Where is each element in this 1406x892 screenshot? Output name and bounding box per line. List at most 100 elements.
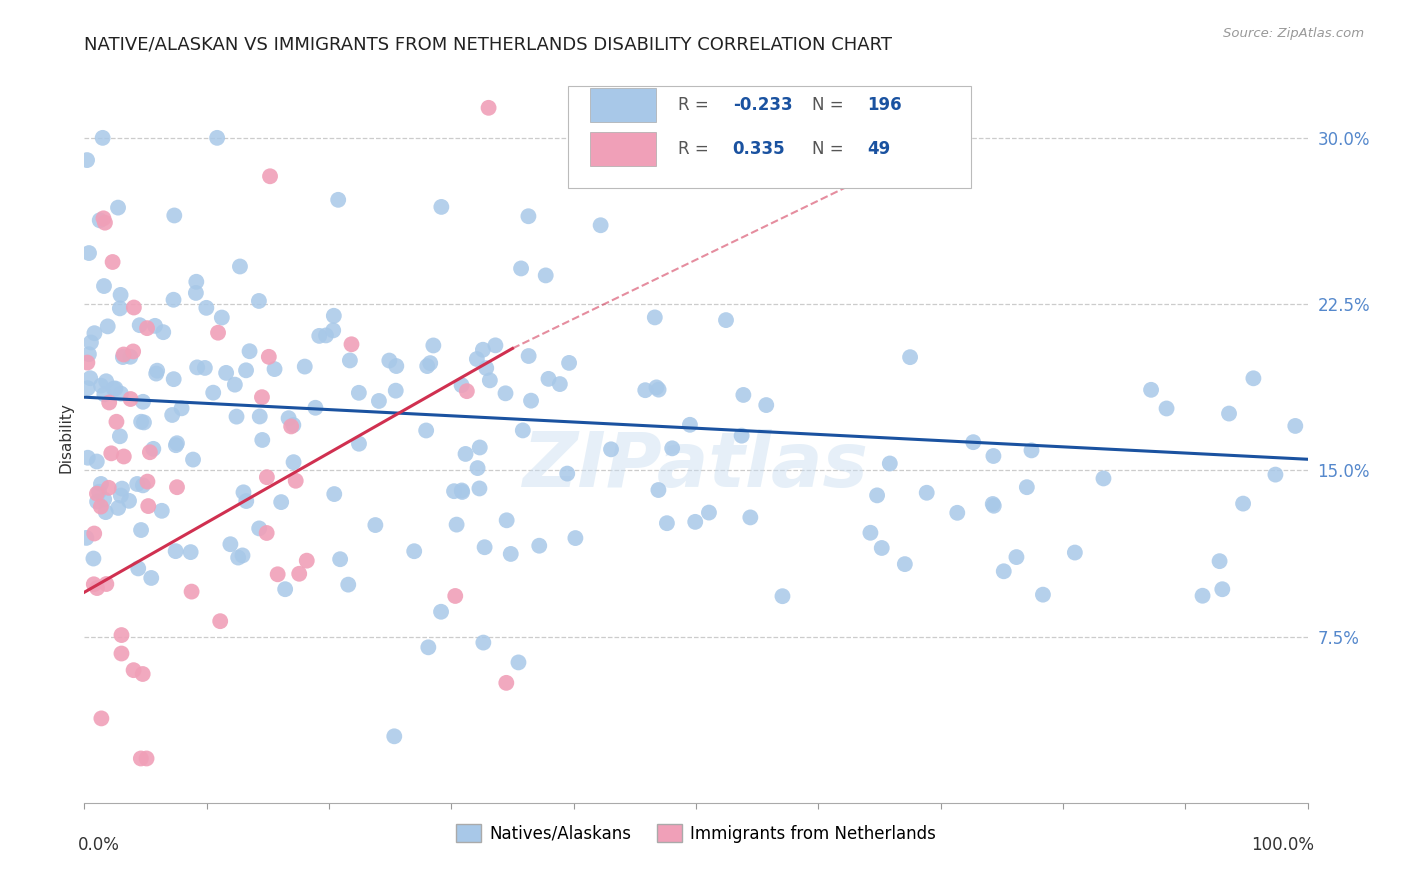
Point	[111, 482, 134, 496]
Point	[94, 216, 117, 230]
Point	[733, 388, 755, 402]
Point	[378, 353, 401, 368]
Point	[1092, 471, 1115, 485]
Point	[76, 450, 98, 465]
Point	[337, 577, 360, 591]
Point	[247, 521, 270, 535]
Point	[510, 261, 533, 276]
Point	[110, 489, 132, 503]
Point	[446, 517, 468, 532]
Point	[110, 386, 132, 401]
Point	[962, 435, 984, 450]
Point	[647, 383, 669, 397]
Point	[127, 477, 149, 491]
Point	[294, 359, 316, 374]
Point	[180, 545, 202, 559]
Point	[86, 486, 108, 500]
Legend: Natives/Alaskans, Immigrants from Netherlands: Natives/Alaskans, Immigrants from Nether…	[450, 818, 942, 849]
Point	[129, 751, 152, 765]
Point	[100, 446, 122, 460]
Point	[118, 493, 141, 508]
Point	[132, 478, 155, 492]
Point	[384, 384, 406, 398]
Point	[1063, 545, 1085, 559]
Point	[170, 401, 193, 416]
Point	[270, 495, 292, 509]
Point	[160, 408, 183, 422]
Point	[946, 506, 969, 520]
Point	[1015, 480, 1038, 494]
Point	[83, 326, 105, 341]
Point	[108, 429, 131, 443]
Point	[308, 329, 330, 343]
Point	[94, 505, 117, 519]
Point	[472, 635, 495, 649]
Point	[131, 667, 153, 681]
Point	[419, 356, 441, 370]
Point	[107, 201, 129, 215]
Point	[600, 442, 623, 457]
Point	[111, 350, 134, 364]
Point	[277, 411, 299, 425]
Point	[91, 131, 114, 145]
Point	[166, 436, 188, 450]
Point	[180, 584, 202, 599]
Point	[166, 480, 188, 494]
Point	[163, 372, 186, 386]
Text: Source: ZipAtlas.com: Source: ZipAtlas.com	[1223, 27, 1364, 40]
Point	[740, 510, 762, 524]
Point	[465, 351, 488, 366]
Point	[1156, 401, 1178, 416]
Point	[103, 382, 125, 396]
Point	[96, 577, 118, 591]
Point	[475, 361, 498, 376]
Text: NATIVE/ALASKAN VS IMMIGRANTS FROM NETHERLANDS DISABILITY CORRELATION CHART: NATIVE/ALASKAN VS IMMIGRANTS FROM NETHER…	[84, 36, 893, 54]
Point	[499, 547, 522, 561]
Point	[122, 344, 145, 359]
Point	[983, 499, 1005, 513]
Point	[477, 101, 499, 115]
Point	[512, 424, 534, 438]
Point	[82, 551, 104, 566]
Point	[508, 656, 530, 670]
Point	[915, 485, 938, 500]
Point	[520, 393, 543, 408]
Point	[145, 367, 167, 381]
Point	[207, 326, 229, 340]
Point	[238, 344, 260, 359]
Point	[451, 485, 474, 500]
Point	[280, 419, 302, 434]
Point	[323, 487, 346, 501]
Point	[98, 395, 121, 409]
Point	[589, 219, 612, 233]
Point	[714, 313, 737, 327]
Point	[205, 131, 228, 145]
Point	[468, 441, 491, 455]
Text: 196: 196	[868, 96, 901, 114]
FancyBboxPatch shape	[568, 86, 972, 188]
Point	[77, 347, 100, 361]
Point	[283, 455, 305, 469]
Point	[162, 293, 184, 307]
Point	[186, 275, 208, 289]
Point	[235, 363, 257, 377]
Point	[866, 488, 889, 502]
Point	[443, 484, 465, 499]
Point	[232, 485, 254, 500]
Text: -0.233: -0.233	[733, 96, 793, 114]
Point	[467, 461, 489, 475]
Point	[1140, 383, 1163, 397]
Point	[165, 544, 187, 558]
FancyBboxPatch shape	[589, 88, 655, 122]
Point	[1032, 588, 1054, 602]
Point	[755, 398, 778, 412]
Point	[474, 540, 496, 554]
Point	[859, 525, 882, 540]
Point	[385, 359, 408, 373]
Point	[347, 436, 370, 450]
Point	[209, 614, 232, 628]
Point	[1021, 443, 1043, 458]
Point	[256, 526, 278, 541]
Text: R =: R =	[678, 96, 714, 114]
Point	[256, 470, 278, 484]
